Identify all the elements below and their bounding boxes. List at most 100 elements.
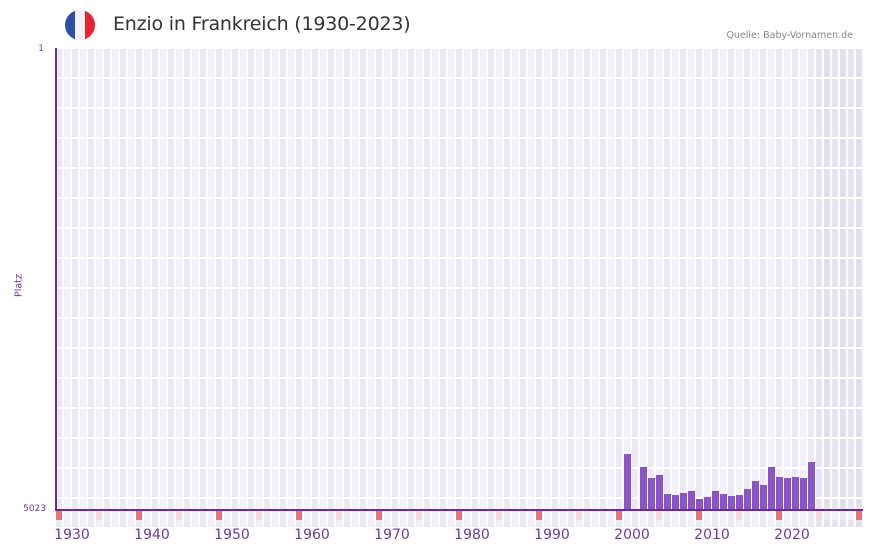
grid-cell xyxy=(520,259,526,287)
grid-cell xyxy=(624,289,630,317)
grid-cell xyxy=(568,319,574,347)
grid-cell xyxy=(848,259,854,287)
bar-2020[interactable] xyxy=(791,477,799,510)
grid-cell xyxy=(608,289,614,317)
grid-cell xyxy=(808,379,814,407)
grid-cell xyxy=(576,319,582,347)
grid-column xyxy=(127,48,135,527)
year-marker xyxy=(224,511,230,520)
bar-2022[interactable] xyxy=(807,462,815,510)
grid-cell xyxy=(744,79,750,107)
year-marker xyxy=(136,511,142,520)
grid-cell xyxy=(376,199,382,227)
grid-cell xyxy=(184,319,190,347)
grid-cell xyxy=(632,139,638,167)
grid-cell xyxy=(376,109,382,137)
grid-cell xyxy=(480,199,486,227)
bar-2009[interactable] xyxy=(703,497,711,510)
grid-column xyxy=(143,48,151,527)
grid-cell xyxy=(624,169,630,197)
grid-cell xyxy=(536,259,542,287)
year-marker xyxy=(96,511,102,520)
grid-cell xyxy=(352,79,358,107)
grid-cell xyxy=(392,439,398,467)
grid-cell xyxy=(88,139,94,167)
grid-cell xyxy=(648,199,654,227)
year-marker xyxy=(504,511,510,520)
grid-cell xyxy=(792,259,798,287)
grid-cell xyxy=(736,259,742,287)
grid-column xyxy=(199,48,207,527)
bar-2005[interactable] xyxy=(671,495,679,510)
grid-cell xyxy=(240,349,246,377)
bar-2015[interactable] xyxy=(751,481,759,510)
bar-2008[interactable] xyxy=(695,499,703,510)
grid-column xyxy=(439,48,447,527)
grid-cell xyxy=(760,349,766,377)
grid-cell xyxy=(208,169,214,197)
grid-cell xyxy=(184,409,190,437)
grid-cell xyxy=(544,349,550,377)
bar-2013[interactable] xyxy=(735,495,743,510)
grid-cell xyxy=(440,49,446,77)
year-marker xyxy=(352,511,358,520)
grid-cell xyxy=(792,379,798,407)
bar-2003[interactable] xyxy=(655,475,663,510)
grid-cell xyxy=(248,319,254,347)
grid-cell xyxy=(96,379,102,407)
grid-cell xyxy=(448,379,454,407)
grid-cell xyxy=(264,469,270,497)
grid-column xyxy=(79,48,87,527)
grid-cell xyxy=(264,259,270,287)
grid-cell xyxy=(808,289,814,317)
grid-cell xyxy=(248,229,254,257)
grid-cell xyxy=(568,379,574,407)
bar-2018[interactable] xyxy=(775,477,783,510)
bar-2017[interactable] xyxy=(767,467,775,510)
grid-cell xyxy=(240,49,246,77)
bar-2001[interactable] xyxy=(639,467,647,510)
grid-cell xyxy=(312,79,318,107)
year-marker xyxy=(248,511,254,520)
grid-cell xyxy=(168,109,174,137)
grid-cell xyxy=(608,109,614,137)
grid-cell xyxy=(192,379,198,407)
grid-column xyxy=(215,48,223,527)
grid-cell xyxy=(408,109,414,137)
grid-cell xyxy=(496,439,502,467)
grid-cell xyxy=(568,199,574,227)
bar-1999[interactable] xyxy=(623,454,631,510)
bar-2014[interactable] xyxy=(743,489,751,510)
grid-cell xyxy=(224,49,230,77)
bar-2010[interactable] xyxy=(711,491,719,510)
grid-cell xyxy=(544,259,550,287)
grid-cell xyxy=(112,49,118,77)
bar-2011[interactable] xyxy=(719,494,727,510)
bar-2016[interactable] xyxy=(759,485,767,510)
grid-column xyxy=(607,48,615,527)
grid-cell xyxy=(368,289,374,317)
grid-cell xyxy=(384,169,390,197)
grid-cell xyxy=(536,469,542,497)
grid-column xyxy=(311,48,319,527)
grid-cell xyxy=(648,289,654,317)
grid-cell xyxy=(408,199,414,227)
year-marker xyxy=(816,511,822,520)
grid-cell xyxy=(576,289,582,317)
grid-cell xyxy=(824,379,830,407)
bar-2007[interactable] xyxy=(687,491,695,510)
bar-2006[interactable] xyxy=(679,493,687,510)
grid-cell xyxy=(776,139,782,167)
bar-2002[interactable] xyxy=(647,478,655,510)
bar-2021[interactable] xyxy=(799,478,807,510)
grid-cell xyxy=(624,319,630,347)
grid-cell xyxy=(640,139,646,167)
grid-column xyxy=(839,48,847,527)
grid-cell xyxy=(800,319,806,347)
year-marker xyxy=(512,511,518,520)
y-tick-top: 1 xyxy=(38,44,44,54)
bar-2004[interactable] xyxy=(663,494,671,510)
bar-2012[interactable] xyxy=(727,496,735,510)
bar-2019[interactable] xyxy=(783,478,791,510)
grid-cell xyxy=(688,469,694,497)
